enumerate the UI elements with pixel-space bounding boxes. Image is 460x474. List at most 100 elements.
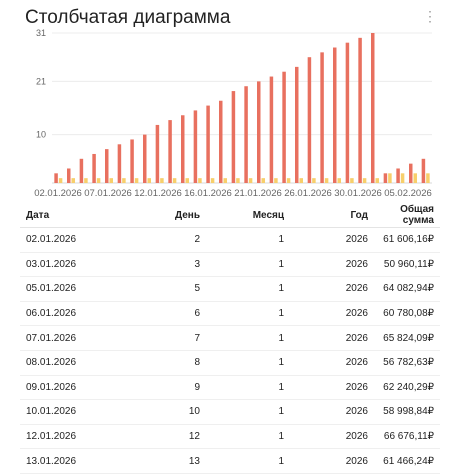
bar-red[interactable] [79, 158, 84, 183]
table-row[interactable]: 09.01.2026 9 1 2026 62 240,29₽ [20, 375, 440, 401]
x-tick-label: 05.02.2026 [384, 188, 432, 199]
cell-total: 66 676,11₽ [374, 424, 440, 450]
bar-yellow[interactable] [198, 178, 202, 183]
bar-yellow[interactable] [400, 173, 405, 183]
bar-yellow[interactable] [134, 178, 139, 183]
table-row[interactable]: 07.01.2026 7 1 2026 65 824,09₽ [20, 325, 440, 351]
bar-red[interactable] [117, 144, 122, 183]
bar-yellow[interactable] [248, 178, 253, 183]
table-row[interactable]: 05.01.2026 5 1 2026 64 082,94₽ [20, 276, 440, 302]
bar-yellow[interactable] [223, 178, 228, 183]
bar-red[interactable] [358, 37, 362, 183]
bar-yellow[interactable] [172, 178, 177, 183]
bar-yellow[interactable] [84, 178, 88, 183]
bar-red[interactable] [345, 42, 350, 184]
bar-red[interactable] [269, 76, 274, 183]
table-row[interactable]: 13.01.2026 13 1 2026 61 466,24₽ [20, 448, 440, 474]
bar-yellow[interactable] [375, 178, 380, 183]
bar-yellow[interactable] [122, 178, 126, 183]
bar-yellow[interactable] [147, 178, 152, 183]
bar-red[interactable] [244, 86, 248, 183]
table-header-row: Дата День Месяц Год Общая сумма [20, 203, 440, 228]
cell-day: 8 [122, 350, 206, 376]
data-table: Дата День Месяц Год Общая сумма 02.01.20… [20, 203, 440, 474]
bar-red[interactable] [396, 168, 400, 183]
bar-red[interactable] [320, 52, 324, 183]
cell-date: 02.01.2026 [20, 227, 122, 253]
bar-yellow[interactable] [362, 178, 367, 183]
cell-date: 05.01.2026 [20, 276, 122, 302]
bar-yellow[interactable] [413, 173, 418, 183]
cell-month: 1 [206, 375, 290, 401]
bar-red[interactable] [168, 120, 172, 183]
cell-total: 58 998,84₽ [374, 399, 440, 425]
cell-date: 08.01.2026 [20, 350, 122, 376]
column-header-day[interactable]: День [122, 203, 206, 228]
x-tick-label: 07.01.2026 [84, 188, 132, 199]
bar-yellow[interactable] [109, 178, 114, 183]
bar-yellow[interactable] [58, 178, 63, 183]
bar-chart: 31 21 10 02.01.2026 07.01.2026 12.01.2026 16.0… [34, 28, 432, 199]
column-header-month[interactable]: Месяц [206, 203, 290, 228]
x-tick-label: 21.01.2026 [234, 188, 282, 199]
cell-year: 2026 [290, 301, 374, 327]
bar-red[interactable] [371, 33, 375, 183]
bar-yellow[interactable] [350, 178, 354, 183]
bar-yellow[interactable] [96, 178, 101, 183]
table-row[interactable]: 10.01.2026 10 1 2026 58 998,84₽ [20, 399, 440, 425]
bar-red[interactable] [206, 105, 210, 183]
bar-yellow[interactable] [274, 178, 278, 183]
bar-yellow[interactable] [71, 178, 76, 183]
bar-yellow[interactable] [286, 178, 291, 183]
bar-yellow[interactable] [185, 178, 190, 183]
bar-red[interactable] [383, 173, 388, 183]
bar-red[interactable] [143, 134, 147, 183]
bar-yellow[interactable] [312, 178, 316, 183]
bar-red[interactable] [219, 100, 223, 183]
bar-red[interactable] [105, 149, 109, 183]
bar-red[interactable] [231, 91, 236, 183]
cell-total: 56 782,63₽ [374, 350, 440, 376]
table-row[interactable]: 03.01.2026 3 1 2026 50 960,11₽ [20, 252, 440, 278]
column-header-total[interactable]: Общая сумма [374, 203, 440, 228]
bar-yellow[interactable] [299, 178, 304, 183]
bar-yellow[interactable] [210, 178, 215, 183]
bar-red[interactable] [333, 47, 337, 183]
bar-red[interactable] [307, 57, 312, 183]
bar-red[interactable] [54, 173, 58, 183]
cell-total: 62 240,29₽ [374, 375, 440, 401]
bar-red[interactable] [130, 139, 134, 183]
bar-red[interactable] [67, 168, 71, 183]
bar-yellow[interactable] [426, 173, 430, 183]
bar-red[interactable] [282, 71, 286, 183]
table-row[interactable]: 08.01.2026 8 1 2026 56 782,63₽ [20, 350, 440, 376]
bar-red[interactable] [295, 66, 299, 183]
bar-yellow[interactable] [236, 178, 240, 183]
y-tick-label: 21 [36, 76, 46, 86]
table-row[interactable]: 02.01.2026 2 1 2026 61 606,16₽ [20, 227, 440, 253]
column-header-date[interactable]: Дата [20, 203, 122, 228]
bar-yellow[interactable] [261, 178, 266, 183]
bar-red[interactable] [193, 110, 198, 183]
cell-year: 2026 [290, 424, 374, 450]
cell-date: 12.01.2026 [20, 424, 122, 450]
bar-yellow[interactable] [324, 178, 329, 183]
column-header-year[interactable]: Год [290, 203, 374, 228]
cell-year: 2026 [290, 448, 374, 474]
bar-red[interactable] [421, 158, 426, 183]
bar-yellow[interactable] [337, 178, 342, 183]
cell-month: 1 [206, 350, 290, 376]
bar-red[interactable] [257, 81, 261, 183]
bar-red[interactable] [409, 163, 413, 183]
bar-red[interactable] [155, 124, 160, 183]
cell-date: 13.01.2026 [20, 448, 122, 474]
bar-yellow[interactable] [388, 173, 392, 183]
bar-red[interactable] [92, 153, 96, 183]
bar-red[interactable] [181, 115, 185, 183]
cell-year: 2026 [290, 375, 374, 401]
bar-yellow[interactable] [160, 178, 164, 183]
cell-date: 10.01.2026 [20, 399, 122, 425]
table-row[interactable]: 12.01.2026 12 1 2026 66 676,11₽ [20, 424, 440, 450]
table-row[interactable]: 06.01.2026 6 1 2026 60 780,08₽ [20, 301, 440, 327]
cell-year: 2026 [290, 350, 374, 376]
